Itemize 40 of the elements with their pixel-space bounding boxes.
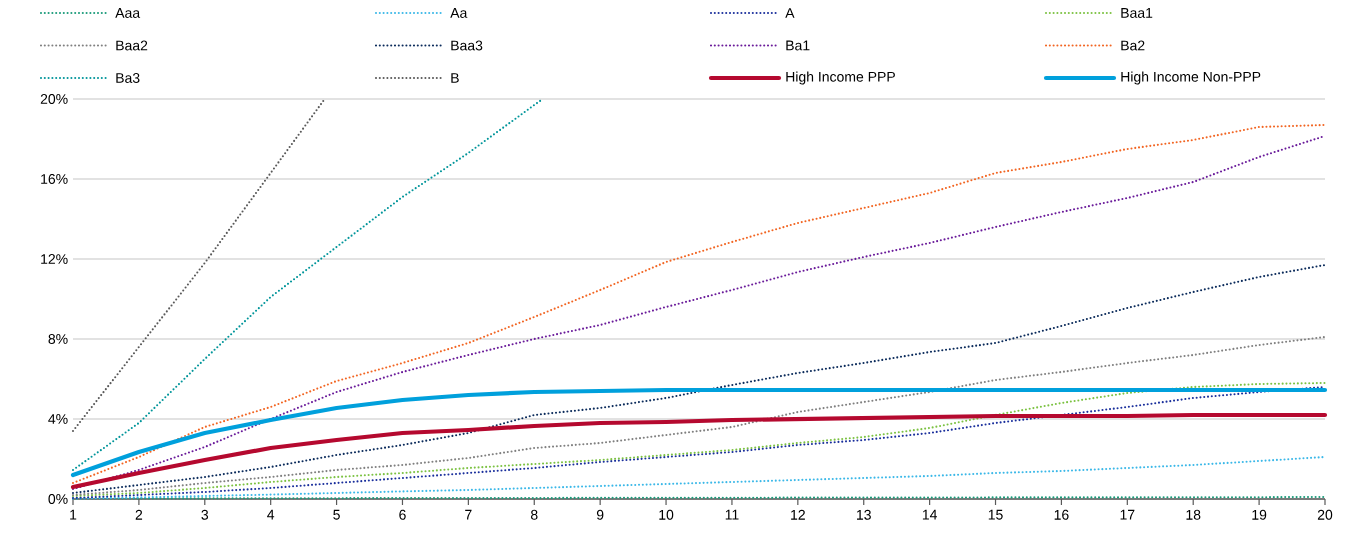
x-tick-label: 16 <box>1054 509 1069 520</box>
y-tick-label: 8% <box>48 334 68 344</box>
legend-label: High Income PPP <box>786 71 895 85</box>
y-tick-label: 20% <box>40 94 68 104</box>
legend-label: A <box>785 8 795 18</box>
y-tick-label: 16% <box>41 174 68 184</box>
x-tick-label: 20 <box>1317 509 1333 520</box>
line-series <box>71 97 544 472</box>
x-tick-label: 19 <box>1252 509 1267 520</box>
x-tick-label: 4 <box>267 509 275 520</box>
legend-label: Ba2 <box>1121 40 1145 51</box>
x-tick-label: 15 <box>988 509 1003 520</box>
legend-label: Ba3 <box>116 73 140 83</box>
legend-label: Aaa <box>115 8 141 18</box>
legend-label: B <box>451 73 459 83</box>
x-tick-label: 12 <box>791 509 805 520</box>
y-tick-label: 12% <box>41 254 68 264</box>
x-tick-label: 8 <box>530 509 538 520</box>
x-tick-label: 1 <box>70 509 77 520</box>
legend-label: Baa1 <box>1121 8 1153 18</box>
x-tick-label: 14 <box>922 509 937 520</box>
x-tick-label: 9 <box>596 509 604 520</box>
y-tick-label: 0% <box>48 494 68 504</box>
x-tick-label: 5 <box>333 509 340 520</box>
legend-label: Baa3 <box>451 40 483 51</box>
y-tick-label: 4% <box>48 414 68 424</box>
x-tick-label: 13 <box>857 509 871 520</box>
x-tick-label: 11 <box>725 509 739 520</box>
x-tick-label: 18 <box>1186 509 1201 520</box>
legend-label: Ba1 <box>786 40 810 51</box>
legend-label: Baa2 <box>116 40 148 51</box>
x-tick-label: 10 <box>659 509 674 520</box>
x-tick-label: 17 <box>1120 509 1135 520</box>
x-tick-label: 6 <box>399 509 406 520</box>
line-series <box>71 97 326 433</box>
x-tick-label: 3 <box>201 509 209 520</box>
x-tick-label: 2 <box>135 509 143 520</box>
legend-label: High Income Non-PPP <box>1121 71 1261 85</box>
legend-label: Aa <box>450 8 468 18</box>
x-tick-label: 7 <box>465 509 472 520</box>
